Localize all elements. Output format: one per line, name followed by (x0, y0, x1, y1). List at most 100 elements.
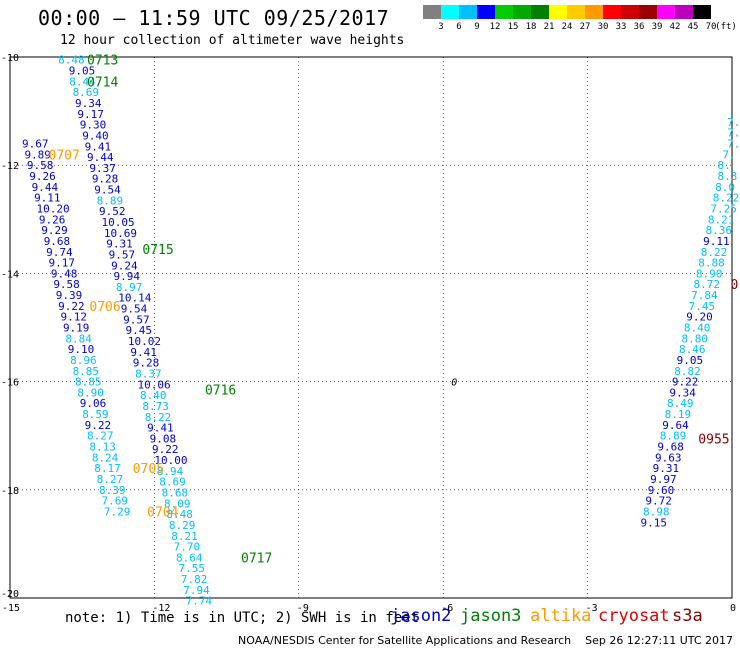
wave-height-value: 9.58 (53, 278, 80, 291)
wave-height-value: 8.48 (58, 54, 84, 67)
color-swatch (513, 5, 531, 19)
wave-height-value: 9.57 (109, 248, 136, 261)
wave-height-value: 8.85 (73, 365, 100, 378)
wave-height-value: 9.34 (669, 386, 696, 399)
longitude-tick-label: 0 (730, 603, 736, 614)
wave-height-value: 9.68 (44, 235, 70, 248)
wave-height-value: 7.25 (710, 202, 737, 215)
latitude-tick-label: -16 (1, 378, 19, 389)
wave-height-value: 8.29 (169, 519, 196, 532)
wave-height-value: 8.80 (681, 332, 708, 345)
wave-height-value: 9.22 (672, 376, 699, 389)
wave-height-value: 9.54 (121, 303, 148, 316)
wave-height-value: 9.29 (41, 224, 68, 237)
wave-height-value: 8.19 (665, 408, 692, 421)
wave-height-value: 9.41 (130, 346, 157, 359)
latitude-tick-label: -12 (1, 161, 19, 172)
latitude-tick-label: -14 (1, 269, 19, 280)
wave-height-value: 8.59 (82, 408, 109, 421)
wave-height-value: 8.0 (715, 181, 735, 194)
color-swatch (603, 5, 621, 19)
wave-height-value: 8.22 (701, 246, 728, 259)
wave-height-value: 9.12 (61, 311, 88, 324)
wave-height-value: 8.94 (157, 465, 184, 478)
wave-height-value: 10.06 (138, 378, 171, 391)
wave-height-value: 7. (727, 116, 740, 129)
pass-time-label: 0705 (133, 462, 164, 477)
wave-height-value: 9.45 (126, 324, 152, 337)
longitude-tick-label: -15 (2, 603, 20, 614)
wave-height-value: 7.74 (186, 595, 213, 608)
pass-time-label: 0704 (147, 505, 178, 520)
wave-height-value: 8.27 (87, 430, 114, 443)
wave-height-value: 8.89 (97, 194, 124, 207)
pass-time-label: 0717 (241, 551, 272, 566)
wave-height-value: 9.22 (85, 419, 112, 432)
map-frame (9, 56, 733, 599)
wave-height-value: 8.98 (643, 505, 670, 518)
wave-height-value: 9.31 (653, 462, 680, 475)
legend-item-cryosat: cryosat (598, 606, 670, 626)
wave-height-value: 9.60 (648, 484, 675, 497)
longitude-tick-label: -3 (586, 603, 598, 614)
wave-height-value: 8.69 (159, 476, 186, 489)
wave-height-value: 7.29 (104, 505, 131, 518)
wave-height-value: 9.58 (27, 159, 53, 172)
wave-height-value: 7.55 (178, 562, 205, 575)
wave-height-value: 8.85 (75, 376, 102, 389)
color-scale-label: 33 (615, 22, 627, 32)
wave-height-value: 10.02 (128, 335, 161, 348)
wave-height-value: 9.26 (29, 170, 56, 183)
wave-height-value: 9.28 (92, 173, 119, 186)
color-scale-label: 42 (669, 22, 681, 32)
wave-height-value: 9.67 (22, 138, 49, 151)
wave-height-value: 9.22 (58, 300, 84, 313)
color-scale-label: 21 (543, 22, 555, 32)
color-swatch (657, 5, 675, 19)
color-scale-label: 27 (579, 22, 591, 32)
latitude-tick-label: -18 (1, 486, 19, 497)
wave-height-value: 9.17 (49, 257, 76, 270)
color-scale-label: 9 (474, 22, 480, 32)
wave-height-value: 7. (727, 138, 740, 151)
wave-height-value: 8.49 (667, 397, 694, 410)
wave-height-value: 9.28 (133, 357, 160, 370)
color-swatch (621, 5, 639, 19)
wave-height-value: 9.11 (703, 235, 730, 248)
color-swatch (531, 5, 549, 19)
wave-height-value: 8.27 (97, 473, 124, 486)
wave-height-value: 10.00 (154, 454, 187, 467)
wave-height-value: 10.14 (118, 292, 151, 305)
wave-height-value: 9.26 (39, 213, 66, 226)
color-swatch (549, 5, 567, 19)
pass-time-label: 0 (731, 278, 739, 293)
wave-height-value: 8.22 (145, 411, 172, 424)
wave-height-value: 9.54 (94, 184, 121, 197)
wave-height-value: 9.05 (677, 354, 704, 367)
longitude-tick-label: -6 (441, 603, 453, 614)
wave-height-value: 8.3 (718, 170, 738, 183)
wave-height-value: 7.82 (181, 573, 208, 586)
wave-height-value: 9.44 (87, 151, 114, 164)
wave-height-value: 9.72 (645, 495, 672, 508)
wave-height-value: 9.68 (657, 441, 684, 454)
longitude-tick-label: -9 (297, 603, 309, 614)
wave-height-value: 10.69 (104, 227, 137, 240)
wave-height-value: 9.44 (32, 181, 59, 194)
wave-height-value: 7. (722, 148, 735, 161)
legend-item-altika: altika (530, 606, 592, 626)
pass-time-label: 0714 (87, 75, 118, 90)
wave-height-value: 8.90 (77, 386, 104, 399)
color-swatch (675, 5, 693, 19)
pass-time-label: 0713 (87, 54, 118, 69)
wave-height-value: 9.05 (69, 65, 96, 78)
wave-height-value: 9.41 (85, 140, 112, 153)
wave-height-value: 9.40 (82, 129, 109, 142)
wave-height-value: 9.06 (80, 397, 107, 410)
color-scale-label: 18 (525, 22, 537, 32)
wave-height-value: 9.37 (89, 162, 116, 175)
map-center-marker: 0 (451, 378, 457, 389)
wave-height-value: 8.96 (70, 354, 97, 367)
color-swatch (567, 5, 585, 19)
